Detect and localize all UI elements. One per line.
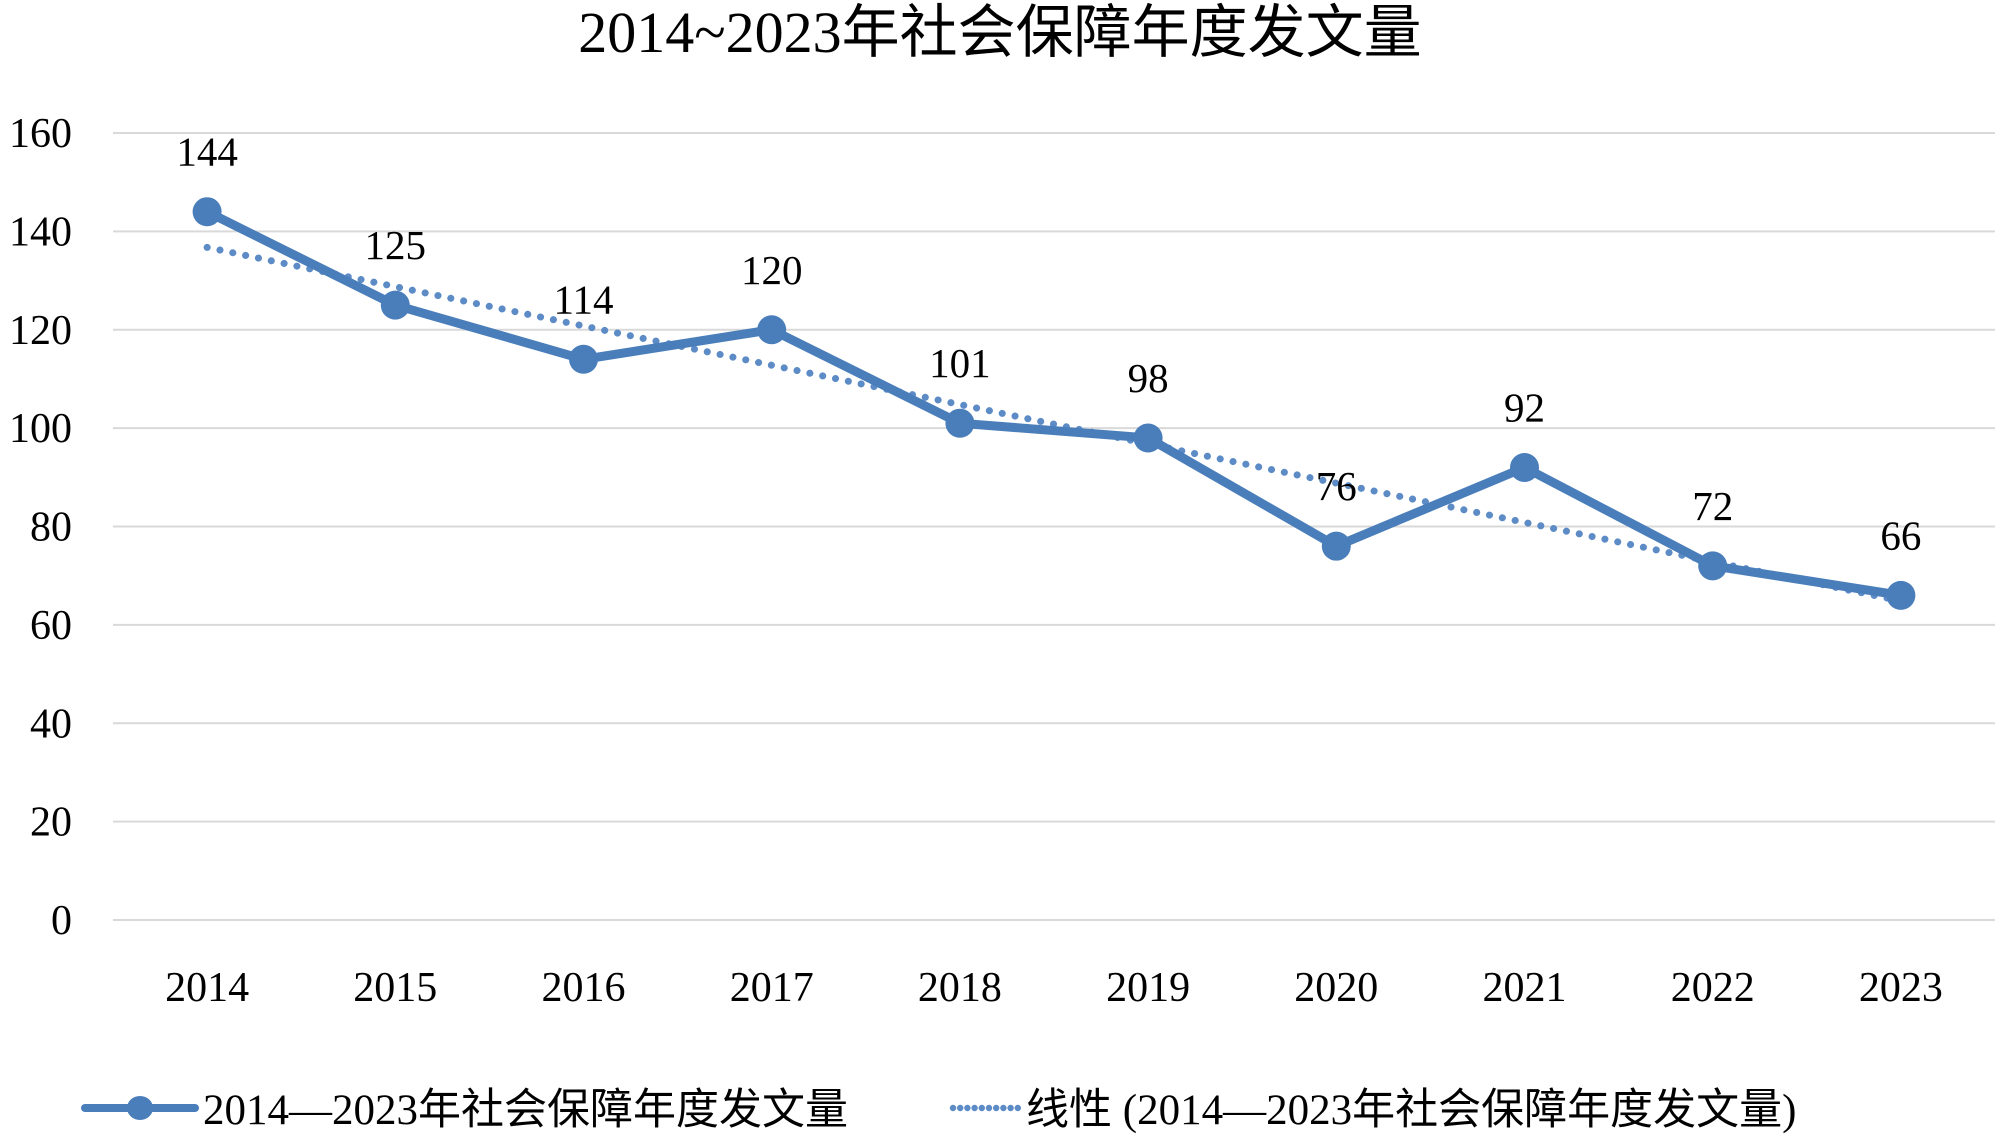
x-axis-tick-label: 2016 <box>542 965 626 1011</box>
chart-title: 2014~2023年社会保障年度发文量 <box>578 0 1421 65</box>
legend-item-series: 2014—2023年社会保障年度发文量 <box>81 1086 848 1134</box>
data-point-label: 98 <box>1128 355 1169 401</box>
y-axis-tick-label: 100 <box>9 406 72 452</box>
x-axis-tick-label: 2020 <box>1294 965 1378 1011</box>
data-point-marker <box>1321 531 1351 561</box>
data-point-marker <box>380 290 410 320</box>
data-point-label: 144 <box>176 129 238 175</box>
legend-trend-dot <box>993 1104 1000 1112</box>
legend-trend-dot <box>1007 1104 1014 1112</box>
data-point-label: 114 <box>554 276 614 322</box>
legend-trend-dot <box>1014 1104 1021 1112</box>
legend-trend-label: 线性 (2014—2023年社会保障年度发文量) <box>1026 1086 1796 1134</box>
x-axis-tick-label: 2015 <box>353 965 437 1011</box>
legend: 2014—2023年社会保障年度发文量 线性 (2014—2023年社会保障年度… <box>81 1086 1796 1134</box>
data-point-marker <box>569 344 598 374</box>
x-axis-tick-label: 2021 <box>1483 965 1567 1011</box>
y-axis-tick-label: 60 <box>30 603 72 649</box>
legend-trend-dot <box>949 1104 957 1112</box>
series-group <box>192 197 1916 610</box>
x-axis-labels: 2014 2015 2016 2017 2018 2019 2020 2021 2022 2023 <box>165 965 1943 1011</box>
data-point-marker <box>1510 452 1539 482</box>
x-axis-tick-label: 2023 <box>1859 965 1943 1011</box>
y-axis-tick-label: 20 <box>30 800 72 846</box>
data-point-label: 72 <box>1692 483 1733 529</box>
legend-trend-sample-dots <box>949 1104 1021 1112</box>
data-point-marker <box>1886 580 1916 610</box>
y-axis-tick-label: 80 <box>30 505 72 551</box>
data-point-marker <box>1133 423 1163 453</box>
y-axis-tick-label: 140 <box>9 209 72 255</box>
legend-series-label: 2014—2023年社会保障年度发文量 <box>203 1086 848 1134</box>
legend-trend-dot <box>957 1104 964 1112</box>
x-axis-tick-label: 2022 <box>1671 965 1755 1011</box>
x-axis-tick-label: 2017 <box>730 965 814 1011</box>
legend-trend-dot <box>985 1104 993 1112</box>
y-axis-tick-label: 40 <box>30 701 72 747</box>
y-axis-tick-label: 120 <box>9 308 72 354</box>
legend-item-trend: 线性 (2014—2023年社会保障年度发文量) <box>949 1086 1796 1134</box>
data-point-marker <box>945 408 975 438</box>
data-labels-group: 144 125 114 120 101 98 76 92 72 66 <box>176 129 1921 559</box>
legend-trend-dot <box>971 1104 978 1112</box>
series-line <box>202 207 1906 600</box>
data-point-label: 101 <box>929 340 991 386</box>
data-point-label: 76 <box>1316 463 1357 509</box>
data-point-marker <box>757 315 787 345</box>
legend-trend-dot <box>978 1104 985 1112</box>
legend-trend-dot <box>1000 1104 1007 1112</box>
x-axis-tick-label: 2014 <box>165 965 249 1011</box>
x-axis-tick-label: 2019 <box>1106 965 1190 1011</box>
x-axis-tick-label: 2018 <box>918 965 1002 1011</box>
y-axis-labels: 0 20 40 60 80 100 120 140 160 <box>9 111 72 944</box>
data-point-marker <box>1698 551 1728 581</box>
data-point-marker <box>192 197 222 227</box>
legend-series-sample-marker <box>127 1096 153 1120</box>
y-axis-tick-label: 160 <box>9 111 72 157</box>
data-point-label: 120 <box>741 247 803 293</box>
trendline <box>203 243 1905 605</box>
data-point-label: 92 <box>1504 384 1545 430</box>
trendline-group <box>203 243 1905 605</box>
data-point-label: 66 <box>1880 512 1921 558</box>
data-point-label: 125 <box>365 222 427 268</box>
y-axis-tick-label: 0 <box>51 898 72 944</box>
legend-trend-dot <box>964 1104 971 1112</box>
